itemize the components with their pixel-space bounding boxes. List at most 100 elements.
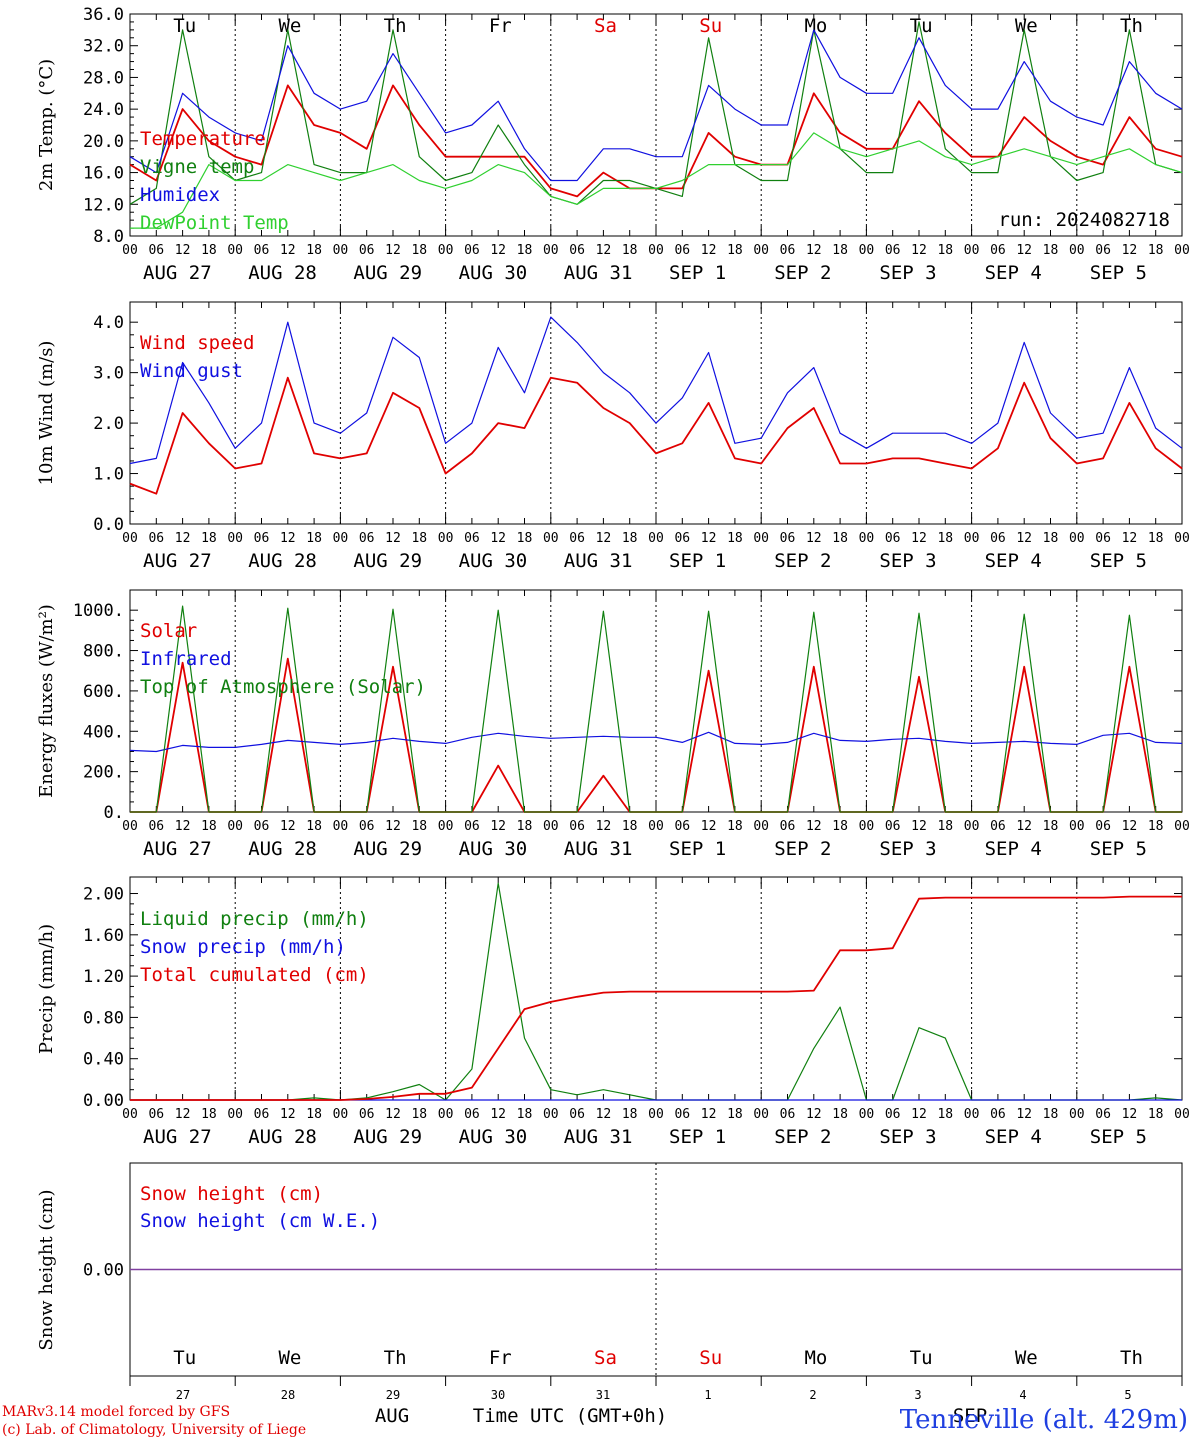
x-tick-label: 18 bbox=[1043, 819, 1059, 834]
x-tick-label: 12 bbox=[596, 243, 612, 258]
legend-entry: Wind speed bbox=[140, 332, 254, 354]
x-tick-label: 00 bbox=[1069, 819, 1085, 834]
day-label: AUG 27 bbox=[143, 262, 212, 284]
day-label: SEP 5 bbox=[1090, 838, 1147, 860]
x-tick-label: 12 bbox=[385, 243, 401, 258]
weekday-label: We bbox=[278, 1347, 301, 1369]
x-tick-label: 06 bbox=[254, 819, 270, 834]
day-label: SEP 1 bbox=[669, 550, 726, 572]
y-tick-label: 12.0 bbox=[83, 195, 124, 215]
x-tick-label: 18 bbox=[937, 819, 953, 834]
y-tick-label: 800. bbox=[83, 642, 124, 662]
weekday-label: We bbox=[1015, 1347, 1038, 1369]
day-label: AUG 31 bbox=[564, 838, 633, 860]
legend-entry: Humidex bbox=[140, 184, 220, 206]
x-tick-label: 00 bbox=[648, 1107, 664, 1122]
x-tick-label: 06 bbox=[359, 1107, 375, 1122]
x-tick-label: 00 bbox=[333, 243, 349, 258]
x-tick-label: 12 bbox=[806, 819, 822, 834]
x-tick-label: 06 bbox=[990, 243, 1006, 258]
x-tick-label: 06 bbox=[1095, 1107, 1111, 1122]
x-tick-label: 06 bbox=[780, 531, 796, 546]
y-tick-label: 16.0 bbox=[83, 164, 124, 184]
day-label: AUG 27 bbox=[143, 550, 212, 572]
day-label: AUG 31 bbox=[564, 1126, 633, 1148]
y-tick-label: 36.0 bbox=[83, 5, 124, 25]
weekday-label: Th bbox=[384, 1347, 407, 1369]
y-axis-title: 2m Temp. (°C) bbox=[36, 59, 57, 191]
x-tick-label: 12 bbox=[175, 243, 191, 258]
weekday-label: Fr bbox=[489, 1347, 512, 1369]
day-label: SEP 3 bbox=[879, 550, 936, 572]
day-label: AUG 31 bbox=[564, 550, 633, 572]
x-axis-title: Time UTC (GMT+0h) bbox=[473, 1405, 667, 1427]
x-tick-label: 12 bbox=[1122, 531, 1138, 546]
y-tick-label: 400. bbox=[83, 722, 124, 742]
x-tick-label: 00 bbox=[333, 1107, 349, 1122]
y-tick-label: 200. bbox=[83, 763, 124, 783]
x-tick-label: 18 bbox=[937, 243, 953, 258]
x-tick-label: 18 bbox=[832, 819, 848, 834]
x-tick-label: 06 bbox=[674, 531, 690, 546]
x-tick-label: 00 bbox=[122, 531, 138, 546]
day-label: SEP 2 bbox=[774, 1126, 831, 1148]
x-tick-label: 12 bbox=[911, 819, 927, 834]
day-number-31: 31 bbox=[596, 1388, 610, 1402]
panel-4: 00 06 12 18 00 06 12 18 00 06 12 18 00 06 12 18 00 06 12 18… bbox=[36, 876, 1190, 1148]
x-tick-label: 12 bbox=[596, 531, 612, 546]
x-tick-label: 06 bbox=[569, 531, 585, 546]
x-tick-label: 18 bbox=[727, 243, 743, 258]
x-tick-label: 00 bbox=[227, 243, 243, 258]
x-tick-label: 00 bbox=[648, 243, 664, 258]
x-tick-label: 00 bbox=[333, 531, 349, 546]
day-number-27: 27 bbox=[176, 1388, 190, 1402]
x-tick-label: 12 bbox=[280, 1107, 296, 1122]
x-tick-label: 06 bbox=[674, 243, 690, 258]
x-tick-label: 18 bbox=[727, 531, 743, 546]
x-tick-label: 12 bbox=[911, 243, 927, 258]
x-tick-label: 12 bbox=[175, 1107, 191, 1122]
day-number-28: 28 bbox=[281, 1388, 295, 1402]
x-tick-label: 00 bbox=[543, 1107, 559, 1122]
day-label: AUG 30 bbox=[459, 550, 528, 572]
y-tick-label: 24.0 bbox=[83, 100, 124, 120]
series-line-humidex bbox=[129, 29, 1183, 182]
x-tick-label: 06 bbox=[359, 819, 375, 834]
x-tick-label: 12 bbox=[385, 1107, 401, 1122]
x-tick-label: 12 bbox=[490, 1107, 506, 1122]
x-tick-label: 06 bbox=[1095, 531, 1111, 546]
weekday-label: Th bbox=[1120, 1347, 1143, 1369]
legend-entry: Snow height (cm W.E.) bbox=[140, 1210, 380, 1232]
x-tick-label: 18 bbox=[1148, 243, 1164, 258]
x-tick-label: 12 bbox=[1016, 531, 1032, 546]
x-tick-label: 18 bbox=[201, 531, 217, 546]
weekday-label: Tu bbox=[173, 1347, 196, 1369]
x-tick-label: 06 bbox=[569, 819, 585, 834]
x-tick-label: 00 bbox=[753, 531, 769, 546]
day-label: SEP 1 bbox=[669, 262, 726, 284]
day-number-5: 5 bbox=[1124, 1388, 1131, 1402]
day-label: AUG 30 bbox=[459, 1126, 528, 1148]
series-line-wind-gust bbox=[129, 316, 1183, 465]
y-tick-label: 20.0 bbox=[83, 132, 124, 152]
weekday-label: Th bbox=[384, 15, 407, 37]
x-tick-label: 18 bbox=[517, 531, 533, 546]
x-tick-label: 00 bbox=[1174, 243, 1190, 258]
x-tick-label: 12 bbox=[701, 819, 717, 834]
x-tick-label: 00 bbox=[543, 819, 559, 834]
weekday-label: We bbox=[1015, 15, 1038, 37]
x-tick-label: 12 bbox=[280, 243, 296, 258]
x-tick-label: 06 bbox=[990, 1107, 1006, 1122]
x-tick-label: 18 bbox=[201, 1107, 217, 1122]
x-tick-label: 12 bbox=[1016, 243, 1032, 258]
day-label: AUG 30 bbox=[459, 262, 528, 284]
x-tick-label: 18 bbox=[517, 243, 533, 258]
x-tick-label: 06 bbox=[148, 819, 164, 834]
x-tick-label: 00 bbox=[543, 531, 559, 546]
x-tick-label: 06 bbox=[464, 531, 480, 546]
lab-credit: (c) Lab. of Climatology, University of L… bbox=[2, 1422, 306, 1438]
y-tick-label: 8.0 bbox=[93, 227, 124, 247]
x-tick-label: 18 bbox=[517, 1107, 533, 1122]
day-label: AUG 30 bbox=[459, 838, 528, 860]
x-tick-label: 06 bbox=[885, 243, 901, 258]
